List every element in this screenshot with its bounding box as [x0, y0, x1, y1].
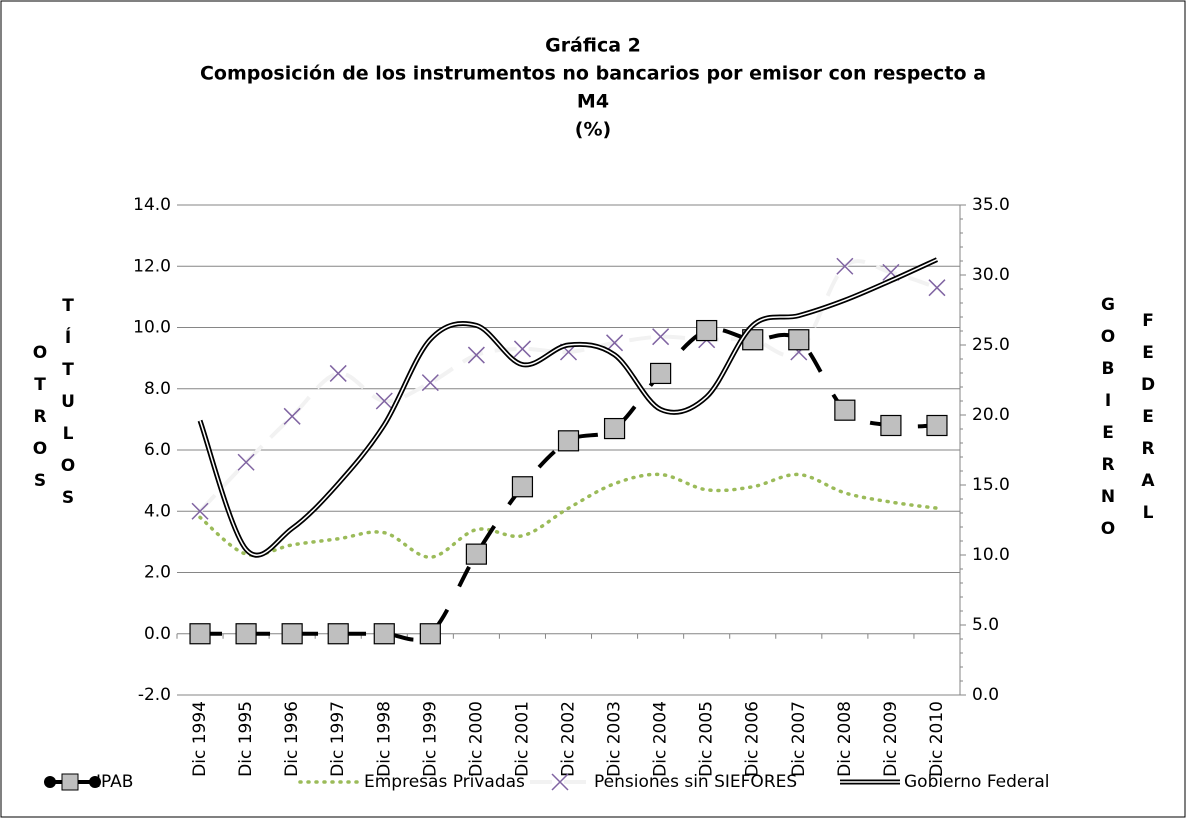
point: [788, 329, 810, 351]
point: [880, 414, 902, 437]
y2-tick-label: 10.0: [972, 545, 1010, 565]
point: [513, 340, 531, 358]
point: [511, 476, 534, 498]
x-tick-label: Dic 2009: [881, 701, 901, 777]
series-line-inner: [199, 258, 938, 556]
y2-tick-label: 35.0: [972, 195, 1010, 215]
y2-tick-label: 0.0: [972, 685, 999, 705]
point: [928, 279, 946, 297]
point: [237, 453, 255, 471]
x-tick-label: Dic 1995: [236, 701, 256, 777]
point: [421, 374, 439, 392]
point: [419, 623, 441, 645]
point: [650, 362, 672, 385]
x-tick-label: Dic 2008: [835, 701, 855, 777]
series-line: [198, 472, 939, 559]
legend-label: Pensiones sin SIEFORES: [594, 772, 797, 792]
x-tick-label: Dic 2003: [605, 701, 625, 777]
y-tick-label: 6.0: [144, 440, 171, 460]
point: [465, 543, 487, 565]
point: [375, 392, 393, 410]
x-tick-label: Dic 2005: [697, 701, 717, 777]
point: [557, 430, 580, 452]
legend-marker: [551, 773, 569, 791]
point: [652, 328, 670, 346]
x-tick-label: Dic 1996: [282, 701, 302, 777]
point: [373, 623, 395, 645]
chart-title: Composición de los instrumentos no banca…: [200, 63, 986, 85]
x-tick-label: Dic 2007: [789, 701, 809, 777]
chart-title: Gráfica 2: [545, 35, 641, 57]
point: [696, 319, 718, 342]
y-tick-label: 8.0: [144, 379, 171, 399]
x-tick-label: Dic 1994: [190, 701, 210, 777]
point: [283, 407, 301, 425]
y2-tick-label: 30.0: [972, 265, 1010, 285]
legend-dot: [89, 776, 101, 788]
point: [281, 623, 303, 645]
legend-label: Gobierno Federal: [904, 772, 1050, 792]
legend-label: Empresas Privadas: [364, 772, 525, 792]
x-tick-label: Dic 2006: [743, 701, 763, 777]
point: [467, 346, 485, 364]
chart-title: (%): [575, 119, 611, 141]
x-tick-label: Dic 2002: [559, 701, 579, 777]
legend-label: IPAB: [96, 772, 133, 792]
point: [191, 502, 209, 520]
point: [926, 414, 948, 437]
y-tick-label: 10.0: [133, 318, 171, 338]
y-tick-label: -2.0: [138, 685, 171, 705]
legend-marker: [61, 773, 79, 791]
x-tick-label: Dic 1998: [374, 701, 394, 777]
x-tick-label: Dic 2000: [466, 701, 486, 777]
y-tick-label: 2.0: [144, 563, 171, 583]
point: [836, 257, 854, 275]
series-line: [200, 327, 938, 642]
y-tick-label: 4.0: [144, 501, 171, 521]
point: [189, 623, 211, 645]
y-tick-label: 14.0: [133, 195, 171, 215]
chart-title: M4: [577, 91, 609, 113]
x-tick-label: Dic 1997: [328, 701, 348, 777]
y2-tick-label: 15.0: [972, 475, 1010, 495]
point: [329, 364, 347, 382]
x-tick-label: Dic 1999: [420, 701, 440, 777]
y2-tick-label: 5.0: [972, 615, 999, 635]
y2-tick-label: 20.0: [972, 405, 1010, 425]
point: [327, 623, 349, 645]
point: [834, 399, 856, 421]
x-tick-label: Dic 2010: [927, 701, 947, 777]
x-tick-label: Dic 2004: [651, 701, 671, 777]
y-tick-label: 0.0: [144, 624, 171, 644]
y-tick-label: 12.0: [133, 256, 171, 276]
point: [235, 623, 257, 645]
y2-tick-label: 25.0: [972, 335, 1010, 355]
point: [603, 417, 626, 440]
x-tick-label: Dic 2001: [512, 701, 532, 777]
point: [606, 334, 624, 352]
